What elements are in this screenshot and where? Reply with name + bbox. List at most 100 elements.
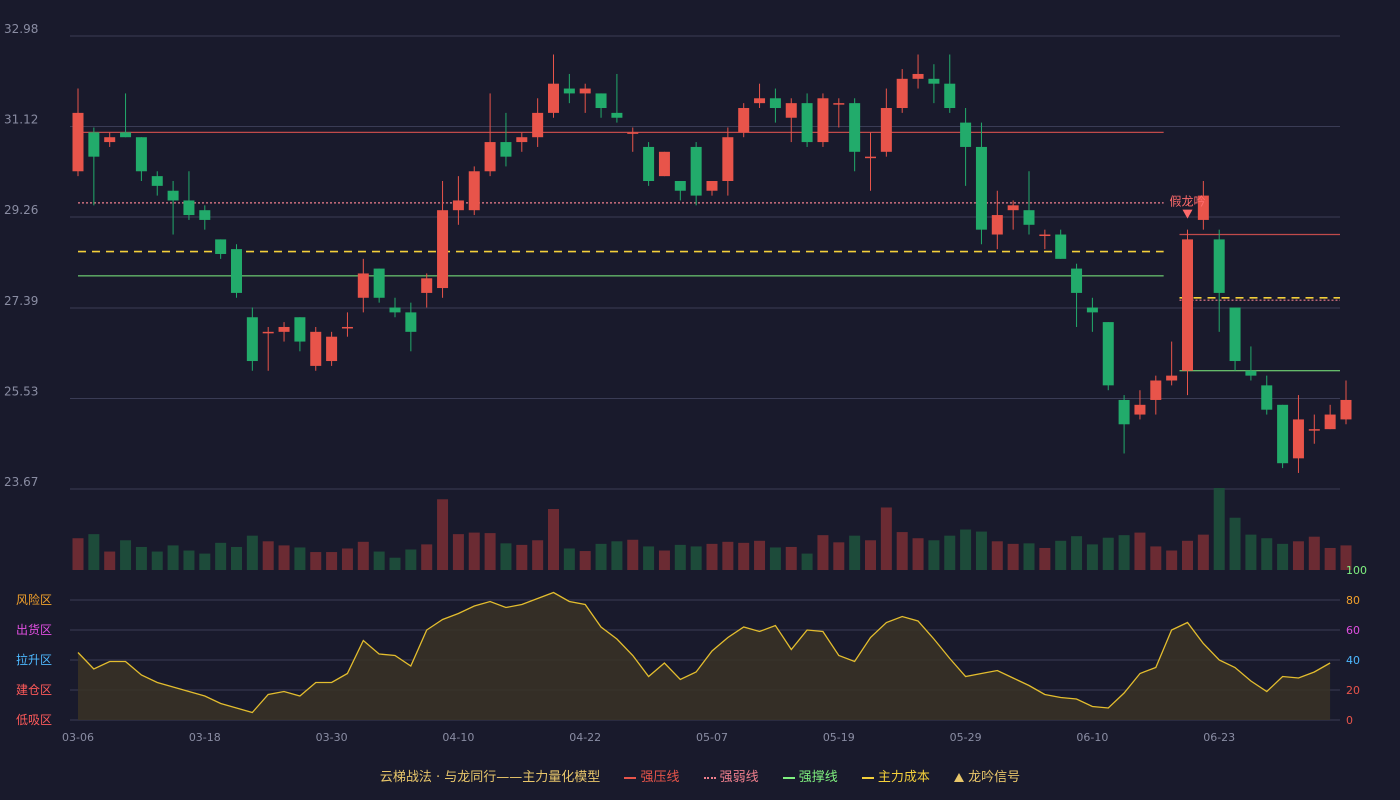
indicator-tick-label: 80 (1346, 594, 1360, 607)
candle-body (516, 137, 528, 143)
candle-body (294, 317, 306, 342)
candle-body (960, 122, 972, 147)
candle-body (421, 278, 433, 293)
candle-body (643, 146, 655, 181)
candle-body (975, 146, 987, 230)
candle-body (1197, 195, 1209, 220)
x-tick-label: 05-19 (823, 731, 855, 744)
volume-bar (643, 546, 655, 570)
volume-bar (1324, 547, 1336, 570)
candle-body (199, 210, 211, 220)
candle-body (262, 331, 274, 334)
candle-body (1102, 322, 1114, 386)
x-tick-label: 03-30 (316, 731, 348, 744)
candle-body (1150, 380, 1162, 400)
legend-item-cost[interactable]: 主力成本 (861, 766, 930, 785)
signal-label: 假龙吟 (1169, 194, 1205, 209)
candle-body (484, 142, 496, 172)
candle-body (754, 98, 766, 104)
volume-bar (595, 543, 607, 570)
volume-bar (437, 499, 449, 570)
price-tick-label: 31.12 (4, 113, 38, 127)
candle-body (563, 88, 575, 94)
candle-body (341, 326, 353, 329)
price-tick-label: 23.67 (4, 475, 38, 489)
volume-bar (1071, 536, 1083, 570)
volume-bar (421, 544, 433, 570)
candle-body (1007, 205, 1019, 211)
candle-body (215, 239, 227, 254)
candle-body (896, 78, 908, 109)
candle-body (548, 83, 559, 113)
volume-bar (865, 540, 876, 570)
volume-bar (579, 551, 591, 570)
volume-bar (135, 546, 147, 570)
volume-bar (658, 550, 670, 570)
legend-item-divide[interactable]: 强弱线 (703, 766, 759, 785)
volume-bar (960, 529, 972, 570)
volume-bar (389, 557, 401, 570)
candle-body (326, 336, 338, 362)
candle-body (1245, 370, 1257, 376)
legend-item-signal[interactable]: 龙吟信号 (954, 766, 1020, 785)
volume-bar (1118, 535, 1130, 570)
volume-bar (690, 546, 702, 570)
candle-body (310, 331, 322, 366)
candle-body (231, 249, 242, 293)
volume-bar (452, 534, 464, 570)
volume-bar (104, 551, 116, 570)
volume-bar (833, 542, 845, 570)
volume-bar (1197, 534, 1209, 570)
volume-bar (1213, 488, 1225, 570)
volume-bar (88, 534, 100, 570)
volume-bar (785, 546, 797, 570)
candle-body (167, 190, 179, 201)
price-tick-label: 27.39 (4, 294, 38, 308)
indicator-area (78, 592, 1331, 720)
legend-item-resistance[interactable]: 强压线 (624, 766, 679, 785)
volume-bar (548, 509, 559, 570)
zone-label: 拉升区 (16, 652, 52, 667)
x-tick-label: 05-29 (950, 731, 982, 744)
volume-bar (896, 532, 908, 570)
candle-body (1213, 239, 1225, 293)
candle-body (183, 200, 195, 216)
candle-body (120, 132, 132, 138)
candle-body (1039, 234, 1051, 237)
candle-body (1086, 307, 1098, 313)
candle-body (658, 151, 670, 177)
x-tick-label: 06-10 (1076, 731, 1108, 744)
x-tick-label: 03-06 (62, 731, 94, 744)
volume-bar (1134, 532, 1146, 570)
candle-body (1324, 414, 1336, 430)
x-tick-label: 04-10 (442, 731, 474, 744)
volume-bar (706, 543, 718, 570)
volume-bar (1229, 517, 1241, 570)
volume-bar (246, 535, 258, 570)
volume-bar (341, 548, 353, 570)
volume-bar (231, 546, 242, 570)
x-tick-label: 06-23 (1203, 731, 1235, 744)
candle-body (389, 307, 401, 313)
candle-body (849, 103, 861, 152)
candle-body (817, 98, 829, 143)
volume-bar (928, 540, 940, 570)
volume-bar (532, 540, 544, 570)
candle-body (1118, 399, 1130, 425)
indicator-tick-label: 60 (1346, 624, 1360, 637)
volume-bar (754, 540, 766, 570)
volume-bar (183, 550, 195, 570)
candle-body (1182, 239, 1193, 371)
volume-bar (1102, 537, 1114, 570)
volume-bar (1308, 536, 1320, 570)
legend-item-support[interactable]: 强撑线 (782, 766, 838, 785)
candle-body (468, 171, 480, 211)
candle-body (1134, 404, 1146, 415)
volume-bar (120, 540, 132, 570)
volume-bar (1340, 545, 1352, 570)
triangle-icon (954, 773, 965, 782)
volume-bar (817, 535, 829, 570)
volume-bar (991, 541, 1003, 570)
volume-bar (151, 551, 163, 570)
x-tick-label: 03-18 (189, 731, 221, 744)
